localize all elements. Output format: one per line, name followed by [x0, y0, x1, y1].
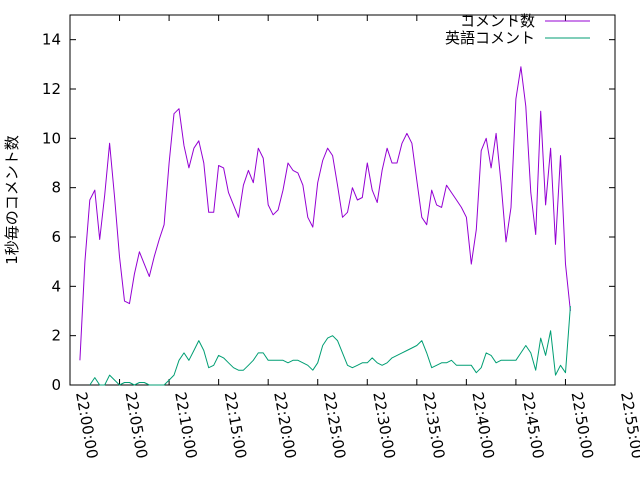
y-tick-label: 12 — [42, 80, 61, 98]
series-line-1 — [79, 66, 571, 361]
x-tick-label: 22:30:00 — [369, 391, 398, 460]
plot-frame — [69, 14, 616, 386]
series-line-2 — [89, 306, 571, 386]
x-tick-label: 22:10:00 — [171, 391, 200, 460]
y-tick-label: 10 — [42, 129, 61, 147]
y-tick-label: 2 — [51, 327, 61, 345]
y-tick-label: 8 — [51, 179, 61, 197]
x-tick-label: 22:40:00 — [468, 391, 497, 460]
y-tick-label: 0 — [51, 376, 61, 394]
legend-label: 英語コメント — [445, 29, 535, 47]
y-tick-label: 14 — [42, 31, 61, 49]
legend-label: コメント数 — [460, 12, 535, 30]
x-tick-label: 22:20:00 — [270, 391, 299, 460]
x-tick-label: 22:05:00 — [122, 391, 151, 460]
x-tick-label: 22:45:00 — [518, 391, 547, 460]
y-axis-label: 1秒毎のコメント数 — [3, 135, 21, 265]
x-tick-label: 22:25:00 — [320, 391, 349, 460]
y-tick-label: 6 — [51, 228, 61, 246]
series-layer — [79, 66, 571, 386]
y-axis-ticks: 0 2 4 6 8 10 12 14 — [42, 31, 615, 394]
x-tick-label: 22:15:00 — [221, 391, 250, 460]
x-tick-label: 22:50:00 — [568, 391, 597, 460]
x-tick-label: 22:35:00 — [419, 391, 448, 460]
x-tick-label: 22:00:00 — [72, 391, 101, 460]
y-tick-label: 4 — [51, 277, 61, 295]
x-axis-ticks: 22:00:00 22:05:00 22:10:00 22:15:00 22:20:00… — [69, 15, 640, 460]
x-tick-label: 22:55:00 — [617, 391, 640, 460]
